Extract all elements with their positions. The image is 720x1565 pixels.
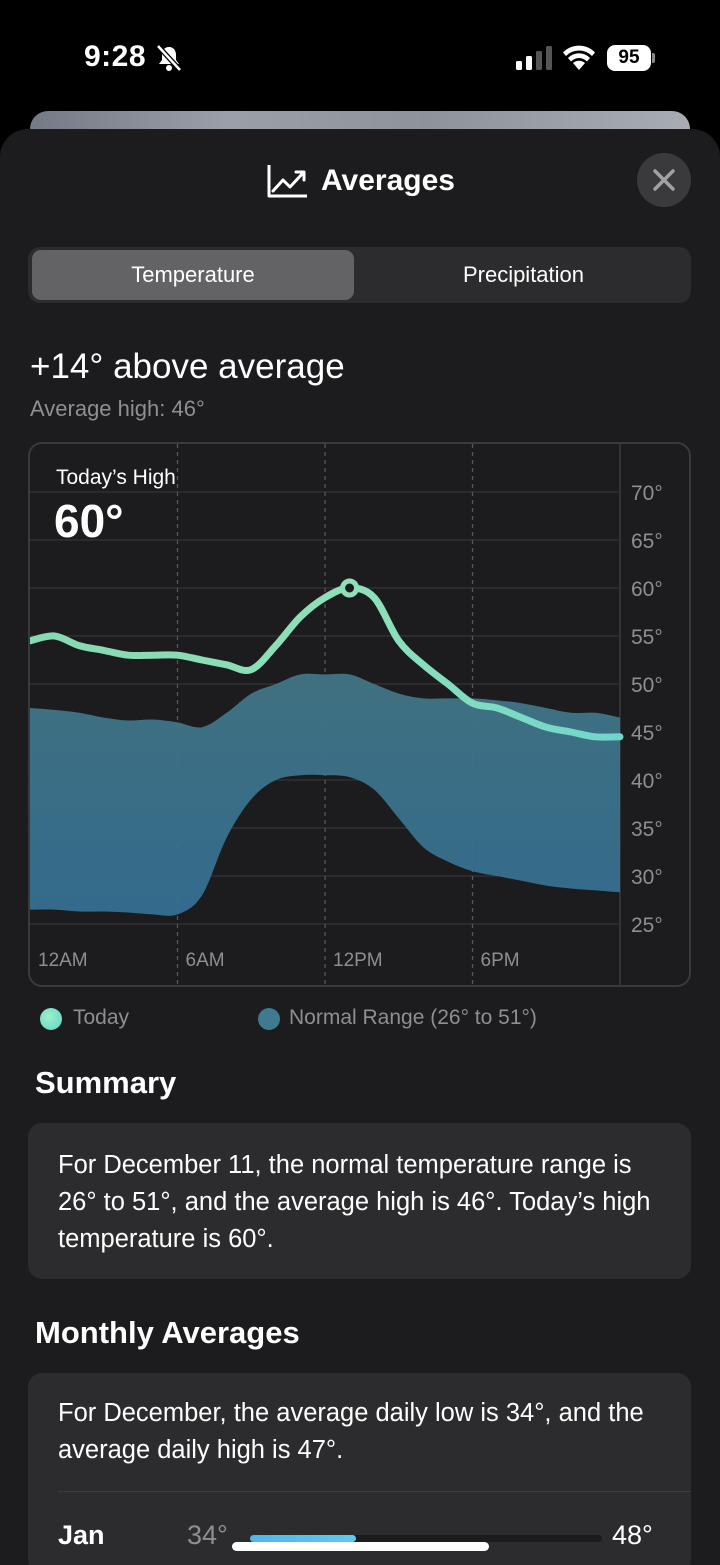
home-indicator[interactable] xyxy=(232,1542,489,1551)
monthly-text: For December, the average daily low is 3… xyxy=(58,1399,644,1464)
y-tick-label: 30° xyxy=(631,866,663,889)
comparison-headline: +14° above average xyxy=(30,347,345,386)
high-marker xyxy=(340,578,360,598)
status-bar: 9:28 95 xyxy=(0,0,720,110)
close-icon xyxy=(653,169,675,191)
cellular-signal-icon xyxy=(516,46,552,70)
y-tick-label: 50° xyxy=(631,674,663,697)
bell-slash-icon xyxy=(156,44,182,72)
y-tick-label: 35° xyxy=(631,818,663,841)
y-tick-label: 55° xyxy=(631,626,663,649)
y-tick-label: 65° xyxy=(631,530,663,553)
summary-card: For December 11, the normal temperature … xyxy=(28,1123,691,1279)
chart-line-icon xyxy=(267,165,307,198)
month-low: 34° xyxy=(187,1520,228,1550)
status-time: 9:28 xyxy=(84,40,147,73)
summary-heading: Summary xyxy=(35,1065,177,1100)
normal-range-band xyxy=(30,673,620,916)
todays-high-value: 60° xyxy=(54,495,124,547)
todays-high-label: Today’s High xyxy=(56,466,176,489)
range-legend-label: Normal Range (26° to 51°) xyxy=(289,1006,537,1029)
averages-sheet: Averages Temperature Precipitation +14° … xyxy=(0,129,720,1565)
divider xyxy=(58,1491,691,1492)
sheet-title: Averages xyxy=(321,164,455,197)
month-high: 48° xyxy=(612,1520,653,1550)
x-tick-label: 12AM xyxy=(38,950,88,971)
x-tick-label: 12PM xyxy=(333,950,383,971)
average-high-text: Average high: 46° xyxy=(30,396,205,421)
month-range-bar xyxy=(250,1535,356,1542)
monthly-averages-card: For December, the average daily low is 3… xyxy=(28,1373,691,1565)
y-tick-label: 70° xyxy=(631,482,663,505)
y-tick-label: 40° xyxy=(631,770,663,793)
tab-precipitation[interactable]: Precipitation xyxy=(462,262,585,287)
y-tick-label: 45° xyxy=(631,722,663,745)
chart-legend: Today Normal Range (26° to 51°) xyxy=(40,1004,680,1034)
x-tick-label: 6AM xyxy=(186,950,225,971)
sheet-header: Averages xyxy=(0,159,720,203)
close-button[interactable] xyxy=(637,153,691,207)
today-legend-label: Today xyxy=(73,1006,130,1029)
temperature-chart[interactable]: 70° 65° 60° 55° 50° 45° 40° 35° 30° 25° 12AM 6AM 12P… xyxy=(28,442,691,987)
segmented-control: Temperature Precipitation xyxy=(28,247,691,303)
x-tick-label: 6PM xyxy=(481,950,520,971)
monthly-averages-heading: Monthly Averages xyxy=(35,1315,300,1350)
y-tick-label: 25° xyxy=(631,914,663,937)
battery-level: 95 xyxy=(618,47,640,68)
month-range-track xyxy=(250,1535,602,1542)
range-legend-swatch xyxy=(258,1008,280,1030)
month-name: Jan xyxy=(58,1520,105,1550)
today-line xyxy=(30,584,624,741)
battery-icon: 95 xyxy=(607,45,655,71)
chart-canvas: 70° 65° 60° 55° 50° 45° 40° 35° 30° 25° 12AM 6AM 12P… xyxy=(30,444,663,985)
y-tick-label: 60° xyxy=(631,578,663,601)
wifi-icon xyxy=(563,45,595,70)
summary-text: For December 11, the normal temperature … xyxy=(58,1151,651,1253)
today-legend-swatch xyxy=(40,1008,62,1030)
tab-temperature[interactable]: Temperature xyxy=(32,250,354,300)
